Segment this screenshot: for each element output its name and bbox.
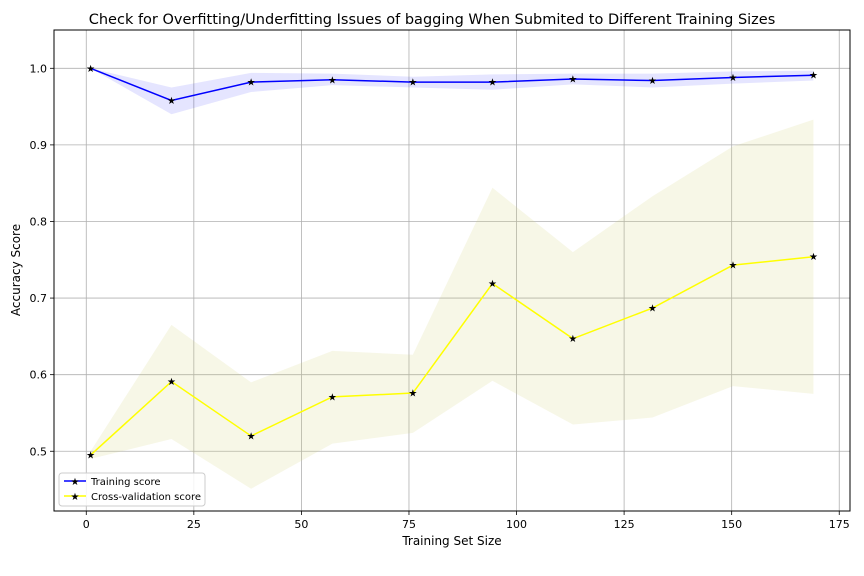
y-tick-label: 0.8	[30, 215, 48, 228]
plot-frame	[53, 29, 851, 512]
cross-validation-score-point: ★	[247, 431, 256, 442]
x-tick-label: 75	[402, 518, 416, 531]
y-tick-label: 0.9	[30, 139, 48, 152]
legend-marker-cross-validation: ★	[71, 492, 80, 503]
y-tick-label: 0.7	[30, 292, 48, 305]
training-score-point: ★	[488, 78, 497, 89]
axis-ticks: 0 25 50 75 100 125 150 175 0.5 0.6 0.7 0.8 0.9 1.0	[30, 62, 850, 531]
x-tick-label: 125	[614, 518, 635, 531]
x-tick-label: 25	[187, 518, 201, 531]
training-score-point: ★	[648, 76, 657, 87]
training-score-point: ★	[408, 78, 417, 89]
x-tick-label: 100	[506, 518, 527, 531]
training-score-point: ★	[86, 64, 95, 75]
x-tick-label: 50	[294, 518, 308, 531]
x-tick-label: 175	[829, 518, 850, 531]
x-tick-label: 0	[83, 518, 90, 531]
training-score-point: ★	[167, 96, 176, 107]
cross-validation-score-point: ★	[167, 377, 176, 388]
legend-box	[58, 472, 206, 507]
chart-title: Check for Overfitting/Underfitting Issue…	[89, 12, 776, 28]
training-score-point: ★	[247, 78, 256, 89]
cross-validation-score-band	[90, 119, 814, 489]
legend-label-cross-validation: Cross-validation score	[91, 492, 201, 503]
cross-validation-score-point: ★	[408, 389, 417, 400]
y-tick-label: 1.0	[30, 62, 48, 75]
series-lines: ★ ★ ★ ★ ★ ★ ★ ★ ★ ★ ★ ★ ★ ★ ★ ★ ★ ★ ★ ★	[86, 64, 818, 462]
grid	[54, 30, 850, 511]
cross-validation-score-point: ★	[328, 392, 337, 403]
cross-validation-score-line	[90, 255, 814, 456]
legend-marker-training: ★	[71, 477, 80, 488]
training-score-point: ★	[328, 75, 337, 86]
cross-validation-score-point: ★	[648, 304, 657, 315]
legend: ★ Training score ★ Cross-validation scor…	[58, 472, 206, 507]
cross-validation-score-point: ★	[809, 252, 818, 263]
training-score-point: ★	[809, 71, 818, 82]
y-axis-label: Accuracy Score	[9, 224, 23, 316]
y-tick-label: 0.6	[30, 369, 48, 382]
cross-validation-score-point: ★	[488, 279, 497, 290]
cross-validation-score-point: ★	[568, 334, 577, 345]
x-tick-label: 150	[721, 518, 742, 531]
training-score-point: ★	[568, 75, 577, 86]
training-score-point: ★	[728, 73, 737, 84]
cross-validation-score-point: ★	[86, 451, 95, 462]
training-score-line	[90, 67, 814, 102]
cross-validation-score-point: ★	[728, 261, 737, 272]
y-tick-label: 0.5	[30, 445, 48, 458]
x-axis-label: Training Set Size	[401, 534, 501, 548]
legend-label-training: Training score	[90, 477, 161, 488]
